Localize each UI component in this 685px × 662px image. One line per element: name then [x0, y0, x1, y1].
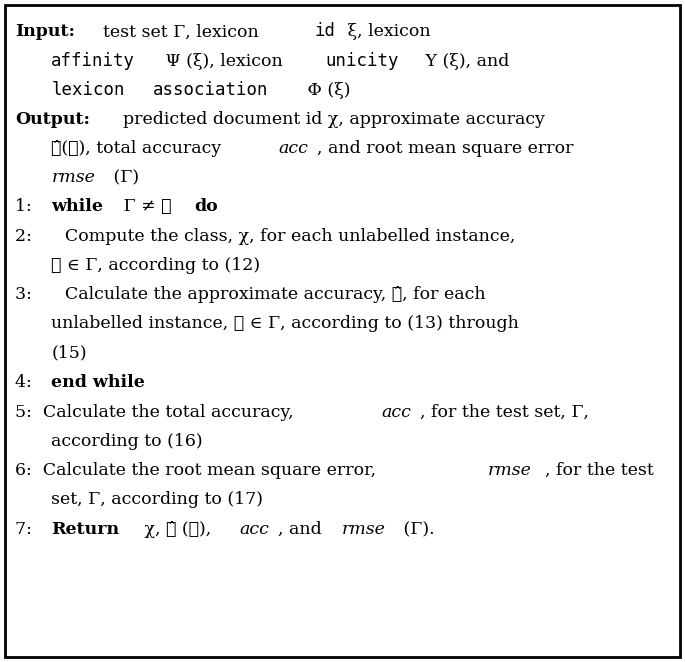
Text: , for the test set, Γ,: , for the test set, Γ,: [420, 404, 589, 421]
Text: 6:  Calculate the root mean square error,: 6: Calculate the root mean square error,: [15, 462, 382, 479]
Text: , and: , and: [278, 521, 327, 538]
Text: test set Γ, lexicon: test set Γ, lexicon: [92, 23, 264, 40]
Text: 7:: 7:: [15, 521, 43, 538]
Text: ℜ̂(ℓ), total accuracy: ℜ̂(ℓ), total accuracy: [51, 140, 227, 157]
Text: rmse: rmse: [341, 521, 385, 538]
Text: 1:: 1:: [15, 197, 43, 214]
Text: association: association: [153, 81, 269, 99]
Text: id: id: [314, 23, 336, 40]
Text: affinity: affinity: [51, 52, 136, 70]
Text: (Γ).: (Γ).: [398, 521, 434, 538]
Text: while: while: [51, 197, 103, 214]
Text: rmse: rmse: [488, 462, 532, 479]
Text: lexicon: lexicon: [51, 81, 125, 99]
Text: , and root mean square error: , and root mean square error: [316, 140, 573, 157]
Text: do: do: [194, 197, 218, 214]
Text: (15): (15): [51, 344, 87, 361]
Text: 5:  Calculate the total accuracy,: 5: Calculate the total accuracy,: [15, 404, 299, 421]
Text: acc: acc: [278, 140, 308, 157]
Text: rmse: rmse: [51, 169, 95, 186]
Text: acc: acc: [239, 521, 269, 538]
Text: 3:      Calculate the approximate accuracy, ℜ̂, for each: 3: Calculate the approximate accuracy, ℜ…: [15, 286, 486, 303]
Text: predicted document id χ, approximate accuracy: predicted document id χ, approximate acc…: [112, 111, 545, 128]
Text: ℓ ∈ Γ, according to (12): ℓ ∈ Γ, according to (12): [51, 257, 260, 274]
Text: end while: end while: [51, 374, 145, 391]
Text: , for the test: , for the test: [545, 462, 653, 479]
Text: unicity: unicity: [325, 52, 399, 70]
Text: Φ (ξ): Φ (ξ): [302, 82, 351, 99]
Text: Υ (ξ), and: Υ (ξ), and: [420, 53, 510, 70]
Text: Ψ (ξ), lexicon: Ψ (ξ), lexicon: [160, 53, 288, 70]
Text: ξ, lexicon: ξ, lexicon: [342, 23, 430, 40]
Text: Input:: Input:: [15, 23, 75, 40]
Text: set, Γ, according to (17): set, Γ, according to (17): [51, 491, 263, 508]
Text: Return: Return: [51, 521, 119, 538]
Text: 4:: 4:: [15, 374, 43, 391]
Text: (Γ): (Γ): [108, 169, 139, 186]
Text: χ, ℜ̂ (ℓ),: χ, ℜ̂ (ℓ),: [139, 521, 216, 538]
Text: 2:      Compute the class, χ, for each unlabelled instance,: 2: Compute the class, χ, for each unlabe…: [15, 228, 515, 245]
Text: Output:: Output:: [15, 111, 90, 128]
Text: Γ ≠ ∅: Γ ≠ ∅: [118, 197, 177, 214]
Text: according to (16): according to (16): [51, 433, 203, 450]
Text: acc: acc: [382, 404, 412, 421]
Text: unlabelled instance, ℓ ∈ Γ, according to (13) through: unlabelled instance, ℓ ∈ Γ, according to…: [51, 315, 519, 332]
